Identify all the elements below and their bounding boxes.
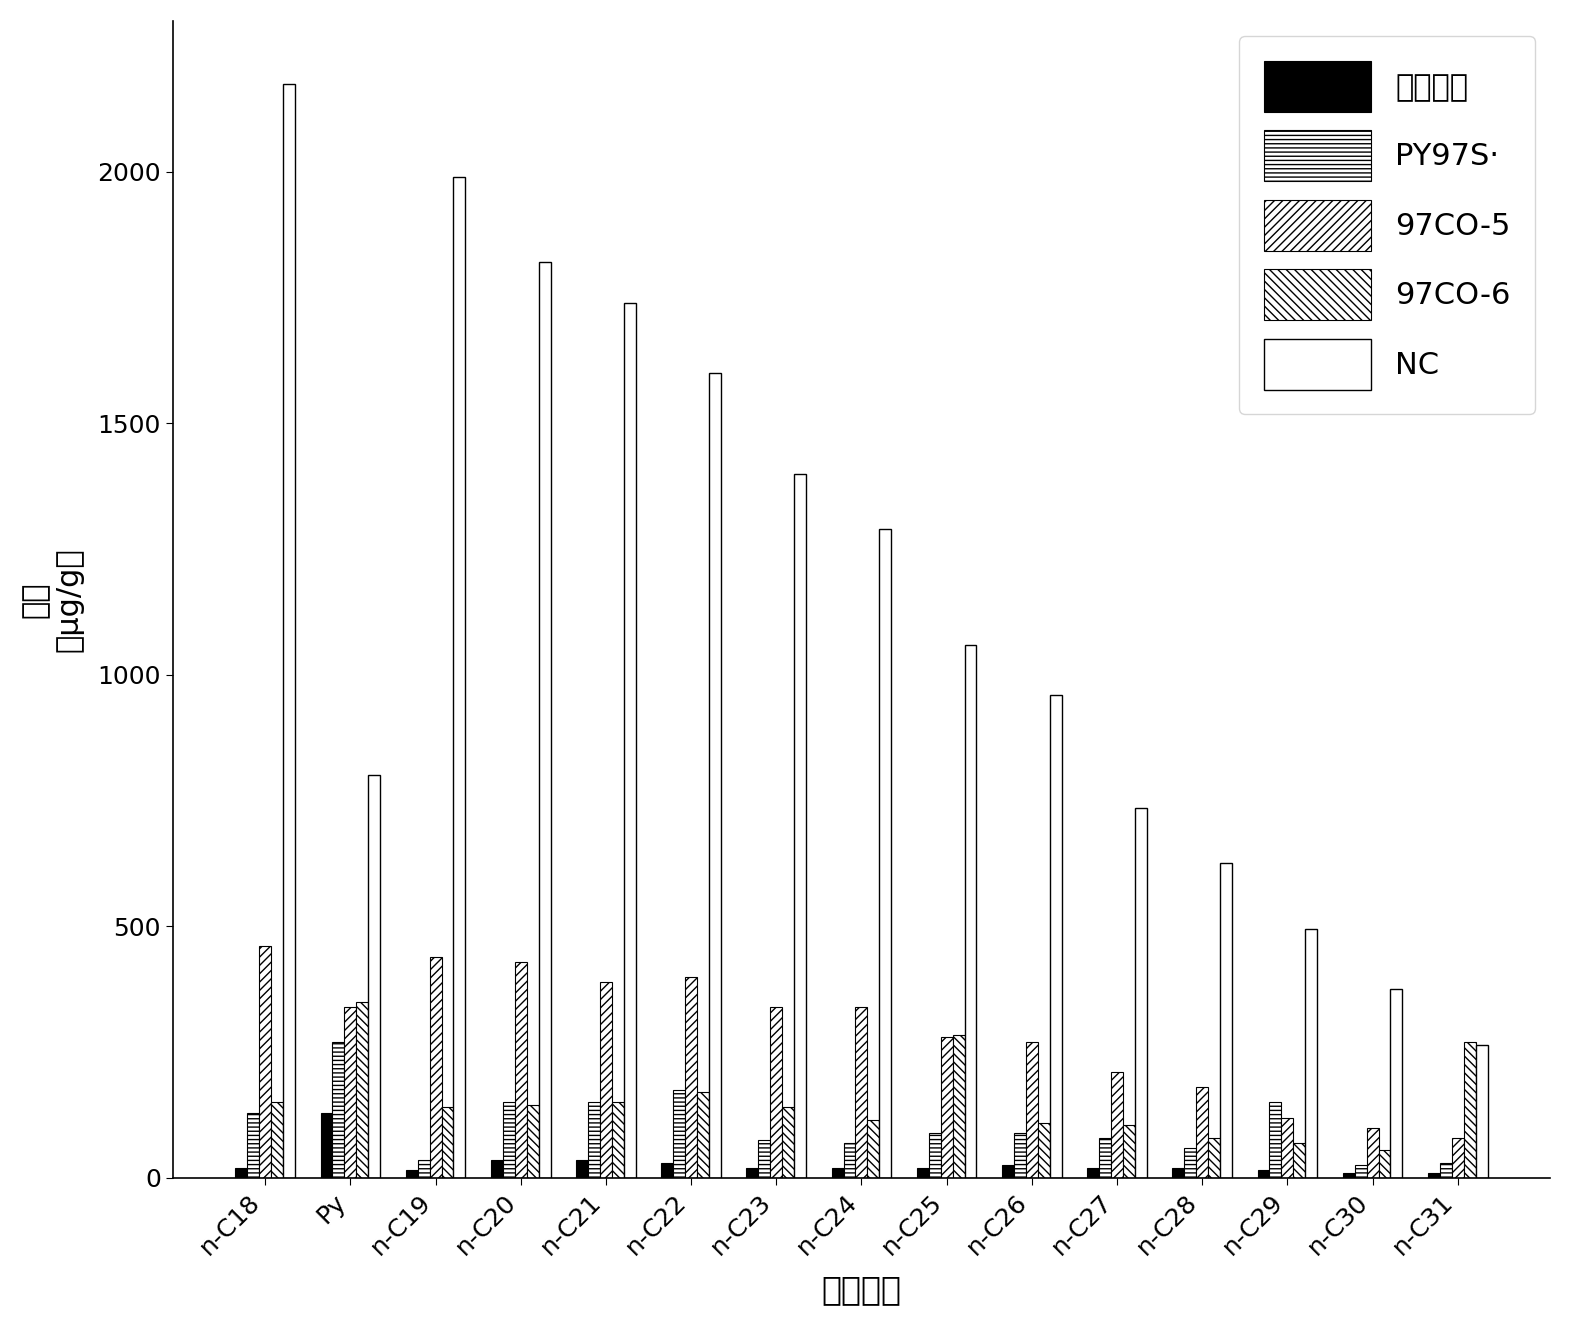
Bar bbox=[259, 946, 272, 1178]
Bar bbox=[917, 1168, 928, 1178]
Bar bbox=[1306, 929, 1316, 1178]
Bar bbox=[588, 1103, 600, 1178]
Bar bbox=[405, 1170, 418, 1178]
Bar bbox=[698, 1092, 709, 1178]
Bar bbox=[1172, 1168, 1185, 1178]
Y-axis label: 浓度
（μg/g）: 浓度 （μg/g） bbox=[20, 547, 83, 652]
Bar bbox=[844, 1143, 856, 1178]
Bar bbox=[674, 1089, 685, 1178]
Bar bbox=[624, 303, 636, 1178]
Bar bbox=[1123, 1125, 1134, 1178]
Bar bbox=[1475, 1044, 1488, 1178]
Bar bbox=[1049, 695, 1062, 1178]
Bar bbox=[1428, 1173, 1441, 1178]
Bar bbox=[320, 1112, 333, 1178]
Bar bbox=[1257, 1170, 1269, 1178]
Bar bbox=[236, 1168, 247, 1178]
Bar bbox=[1354, 1165, 1367, 1178]
Bar bbox=[1441, 1162, 1452, 1178]
Bar bbox=[831, 1168, 844, 1178]
Bar bbox=[1185, 1148, 1196, 1178]
Bar bbox=[454, 176, 465, 1178]
Bar bbox=[539, 263, 550, 1178]
Bar bbox=[490, 1160, 503, 1178]
Bar bbox=[503, 1103, 515, 1178]
Bar bbox=[709, 373, 721, 1178]
Bar bbox=[867, 1120, 880, 1178]
Bar bbox=[782, 1108, 795, 1178]
Bar bbox=[928, 1133, 941, 1178]
Bar bbox=[1293, 1143, 1306, 1178]
Bar bbox=[746, 1168, 759, 1178]
Bar bbox=[1134, 808, 1147, 1178]
Bar bbox=[357, 1002, 368, 1178]
Bar bbox=[1002, 1165, 1013, 1178]
Bar bbox=[1378, 1151, 1390, 1178]
Bar bbox=[441, 1108, 454, 1178]
Bar bbox=[272, 1103, 283, 1178]
Bar bbox=[770, 1007, 782, 1178]
Bar bbox=[600, 982, 611, 1178]
Bar bbox=[1208, 1137, 1221, 1178]
Bar bbox=[1038, 1123, 1049, 1178]
Bar bbox=[856, 1007, 867, 1178]
Bar bbox=[611, 1103, 624, 1178]
Bar bbox=[1100, 1137, 1111, 1178]
Bar bbox=[795, 474, 806, 1178]
Bar bbox=[1452, 1137, 1464, 1178]
Bar bbox=[965, 645, 977, 1178]
Bar bbox=[1390, 989, 1403, 1178]
Bar bbox=[1282, 1117, 1293, 1178]
Bar bbox=[759, 1140, 770, 1178]
Bar bbox=[661, 1162, 674, 1178]
Bar bbox=[1221, 864, 1232, 1178]
Bar bbox=[526, 1105, 539, 1178]
Bar bbox=[1087, 1168, 1100, 1178]
Bar bbox=[344, 1007, 357, 1178]
Bar bbox=[429, 957, 441, 1178]
Bar bbox=[941, 1036, 952, 1178]
Bar bbox=[1269, 1103, 1282, 1178]
Bar bbox=[1367, 1128, 1378, 1178]
Bar bbox=[333, 1042, 344, 1178]
Bar bbox=[418, 1160, 429, 1178]
Bar bbox=[368, 775, 380, 1178]
Bar bbox=[1026, 1042, 1038, 1178]
Bar bbox=[577, 1160, 588, 1178]
X-axis label: 正构烷烃: 正构烷烃 bbox=[822, 1273, 902, 1306]
Bar bbox=[685, 977, 698, 1178]
Bar bbox=[1111, 1072, 1123, 1178]
Bar bbox=[880, 529, 891, 1178]
Bar bbox=[1013, 1133, 1026, 1178]
Bar bbox=[515, 962, 526, 1178]
Bar bbox=[952, 1035, 965, 1178]
Bar bbox=[1464, 1042, 1475, 1178]
Legend: 复合菌液, PY97S·, 97CO-5, 97CO-6, NC: 复合菌液, PY97S·, 97CO-5, 97CO-6, NC bbox=[1240, 36, 1535, 414]
Bar bbox=[247, 1112, 259, 1178]
Bar bbox=[1343, 1173, 1354, 1178]
Bar bbox=[283, 84, 295, 1178]
Bar bbox=[1196, 1087, 1208, 1178]
